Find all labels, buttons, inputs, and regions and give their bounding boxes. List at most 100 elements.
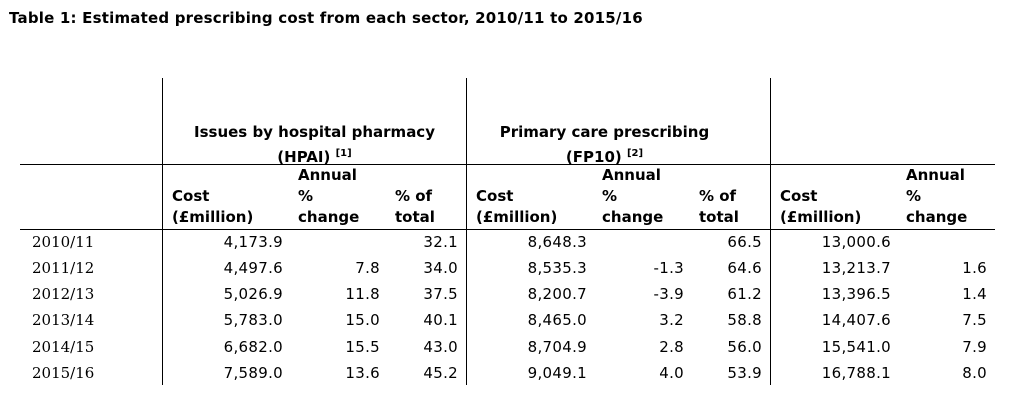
cell-hpai-cost: 6,682.0	[223, 338, 283, 356]
col-annual-line3: change	[602, 208, 664, 226]
col-cost-line1: Cost	[476, 187, 514, 205]
col-header-hpai-annual: Annual % change	[298, 165, 359, 228]
table-row: 2010/11 4,173.9 32.1 8,648.3 66.5 13,000.6	[0, 233, 1013, 259]
cell-hpai-pct: 32.1	[423, 233, 458, 251]
group-fp10-line2-wrap: (FP10) [2]	[467, 143, 742, 168]
cell-total-change: 1.4	[962, 285, 987, 303]
cell-fp10-cost: 8,465.0	[527, 311, 587, 329]
cell-fp10-cost: 8,200.7	[527, 285, 587, 303]
cell-total-change: 7.5	[962, 311, 987, 329]
cell-hpai-pct: 40.1	[423, 311, 458, 329]
col-pct-line2: total	[699, 208, 739, 226]
col-cost-line2: (£million)	[780, 208, 862, 226]
group-hpai-line2: (HPAI)	[277, 148, 331, 166]
cell-hpai-pct: 43.0	[423, 338, 458, 356]
row-year: 2013/14	[32, 311, 95, 329]
cell-fp10-cost: 8,535.3	[527, 259, 587, 277]
group-fp10-line2: (FP10)	[565, 148, 622, 166]
cell-fp10-cost: 8,704.9	[527, 338, 587, 356]
table-row: 2012/13 5,026.9 11.8 37.5 8,200.7 -3.9 61.2 13,…	[0, 285, 1013, 311]
body-divider	[20, 229, 995, 230]
cell-fp10-pct: 58.8	[727, 311, 762, 329]
cell-fp10-cost: 8,648.3	[527, 233, 587, 251]
col-cost-line2: (£million)	[476, 208, 558, 226]
col-annual-line2: %	[906, 187, 922, 205]
col-header-fp10-annual: Annual % change	[602, 165, 663, 228]
row-year: 2011/12	[32, 259, 95, 277]
cell-total-change: 8.0	[962, 364, 987, 382]
cell-fp10-pct: 53.9	[727, 364, 762, 382]
cell-hpai-cost: 7,589.0	[223, 364, 283, 382]
col-header-fp10-pct: % of total	[699, 186, 739, 228]
col-annual-line1: Annual	[298, 166, 357, 184]
cell-fp10-pct: 66.5	[727, 233, 762, 251]
cell-hpai-change: 13.6	[345, 364, 380, 382]
cell-hpai-pct: 34.0	[423, 259, 458, 277]
cell-hpai-change: 11.8	[345, 285, 380, 303]
cell-hpai-cost: 5,026.9	[223, 285, 283, 303]
col-annual-line1: Annual	[906, 166, 965, 184]
cell-fp10-change: 3.2	[659, 311, 684, 329]
table-row: 2013/14 5,783.0 15.0 40.1 8,465.0 3.2 58.8 14,4…	[0, 311, 1013, 337]
group-fp10-note: [2]	[626, 148, 644, 159]
col-header-total-cost: Cost (£million)	[780, 186, 861, 228]
group-header-hpai: Issues by hospital pharmacy (HPAI) [1]	[163, 122, 466, 168]
cell-hpai-change: 15.0	[345, 311, 380, 329]
cell-fp10-change: 2.8	[659, 338, 684, 356]
cell-total-cost: 15,541.0	[821, 338, 891, 356]
table-row: 2011/12 4,497.6 7.8 34.0 8,535.3 -1.3 64.6 13,2…	[0, 259, 1013, 285]
table-row: 2015/16 7,589.0 13.6 45.2 9,049.1 4.0 53.9 16,7…	[0, 364, 1013, 390]
cell-hpai-cost: 4,497.6	[223, 259, 283, 277]
col-cost-line1: Cost	[780, 187, 818, 205]
cell-total-cost: 13,396.5	[821, 285, 891, 303]
cell-total-cost: 16,788.1	[821, 364, 891, 382]
cell-total-change: 1.6	[962, 259, 987, 277]
cell-fp10-change: -1.3	[653, 259, 684, 277]
group-fp10-line1: Primary care prescribing	[499, 123, 710, 141]
cell-hpai-cost: 4,173.9	[223, 233, 283, 251]
col-pct-line1: % of	[699, 187, 737, 205]
group-header-fp10: Primary care prescribing (FP10) [2]	[467, 122, 742, 168]
cell-fp10-pct: 61.2	[727, 285, 762, 303]
cell-fp10-change: -3.9	[653, 285, 684, 303]
cell-fp10-cost: 9,049.1	[527, 364, 587, 382]
table-row: 2014/15 6,682.0 15.5 43.0 8,704.9 2.8 56.0 15,5…	[0, 338, 1013, 364]
col-annual-line3: change	[298, 208, 360, 226]
row-year: 2010/11	[32, 233, 95, 251]
cell-total-change: 7.9	[962, 338, 987, 356]
cell-hpai-pct: 37.5	[423, 285, 458, 303]
col-annual-line3: change	[906, 208, 968, 226]
row-year: 2012/13	[32, 285, 95, 303]
header-divider	[20, 164, 995, 165]
cell-hpai-cost: 5,783.0	[223, 311, 283, 329]
cell-fp10-change: 4.0	[659, 364, 684, 382]
col-annual-line2: %	[298, 187, 314, 205]
cell-hpai-pct: 45.2	[423, 364, 458, 382]
col-pct-line1: % of	[395, 187, 433, 205]
row-year: 2015/16	[32, 364, 95, 382]
col-pct-line2: total	[395, 208, 435, 226]
col-annual-line2: %	[602, 187, 618, 205]
cell-total-cost: 14,407.6	[821, 311, 891, 329]
group-hpai-line1: Issues by hospital pharmacy	[194, 123, 435, 141]
group-hpai-line2-wrap: (HPAI) [1]	[163, 143, 466, 168]
col-annual-line1: Annual	[602, 166, 661, 184]
cell-total-cost: 13,000.6	[821, 233, 891, 251]
cell-fp10-pct: 56.0	[727, 338, 762, 356]
col-cost-line2: (£million)	[172, 208, 254, 226]
row-year: 2014/15	[32, 338, 95, 356]
col-cost-line1: Cost	[172, 187, 210, 205]
cell-total-cost: 13,213.7	[821, 259, 891, 277]
divider-total	[770, 78, 771, 385]
col-header-hpai-pct: % of total	[395, 186, 435, 228]
cell-hpai-change: 15.5	[345, 338, 380, 356]
col-header-hpai-cost: Cost (£million)	[172, 186, 253, 228]
table-title: Table 1: Estimated prescribing cost from…	[9, 9, 643, 27]
divider-hpai	[162, 78, 163, 385]
group-hpai-note: [1]	[335, 148, 352, 159]
cell-hpai-change: 7.8	[355, 259, 380, 277]
col-header-total-annual: Annual % change	[906, 165, 967, 228]
col-header-fp10-cost: Cost (£million)	[476, 186, 557, 228]
cell-fp10-pct: 64.6	[727, 259, 762, 277]
divider-fp10	[466, 78, 467, 385]
